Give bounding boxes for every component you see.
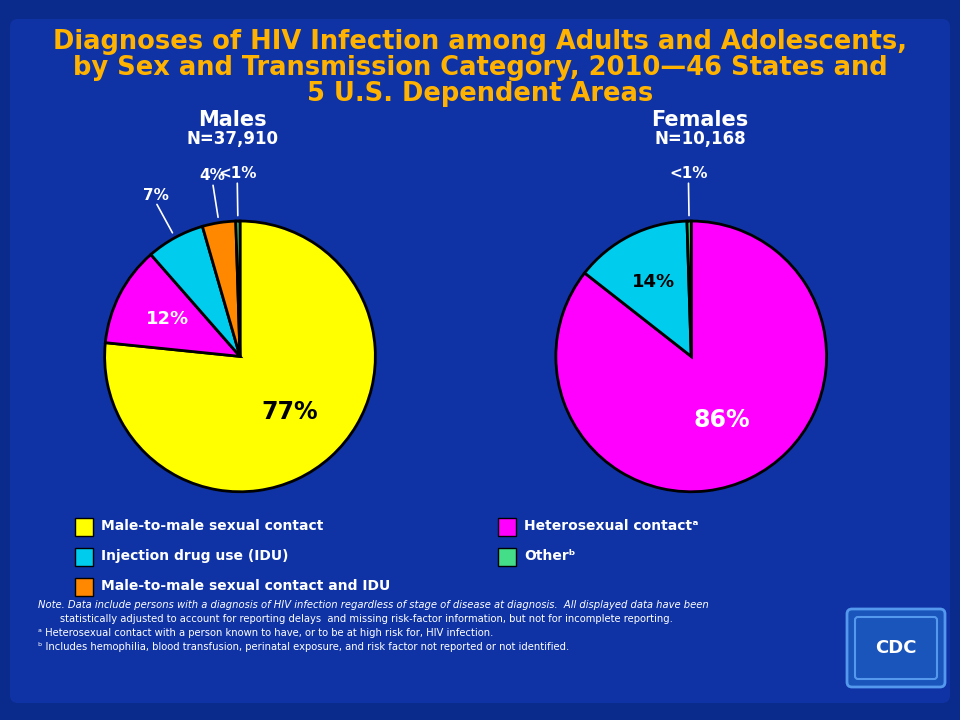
FancyBboxPatch shape bbox=[847, 609, 945, 687]
Wedge shape bbox=[556, 221, 827, 492]
FancyBboxPatch shape bbox=[10, 19, 950, 703]
Text: 5 U.S. Dependent Areas: 5 U.S. Dependent Areas bbox=[307, 81, 653, 107]
Wedge shape bbox=[203, 221, 240, 356]
Text: Females: Females bbox=[652, 110, 749, 130]
Text: 7%: 7% bbox=[143, 188, 169, 203]
Text: Male-to-male sexual contact and IDU: Male-to-male sexual contact and IDU bbox=[101, 579, 391, 593]
Text: Male-to-male sexual contact: Male-to-male sexual contact bbox=[101, 519, 324, 533]
Text: 4%: 4% bbox=[200, 168, 226, 184]
Text: 77%: 77% bbox=[261, 400, 318, 423]
Text: N=10,168: N=10,168 bbox=[654, 130, 746, 148]
FancyBboxPatch shape bbox=[75, 578, 93, 596]
Wedge shape bbox=[105, 221, 375, 492]
Wedge shape bbox=[236, 221, 240, 356]
FancyBboxPatch shape bbox=[75, 548, 93, 566]
Text: 14%: 14% bbox=[632, 273, 675, 291]
Text: Diagnoses of HIV Infection among Adults and Adolescents,: Diagnoses of HIV Infection among Adults … bbox=[53, 29, 907, 55]
Wedge shape bbox=[585, 221, 691, 356]
FancyBboxPatch shape bbox=[498, 518, 516, 536]
Text: ᵇ Includes hemophilia, blood transfusion, perinatal exposure, and risk factor no: ᵇ Includes hemophilia, blood transfusion… bbox=[38, 642, 569, 652]
Text: <1%: <1% bbox=[669, 166, 708, 181]
Text: 86%: 86% bbox=[694, 408, 751, 432]
Wedge shape bbox=[106, 255, 240, 356]
Text: N=37,910: N=37,910 bbox=[186, 130, 278, 148]
Text: Heterosexual contactᵃ: Heterosexual contactᵃ bbox=[524, 519, 699, 533]
Text: Males: Males bbox=[198, 110, 266, 130]
Text: Otherᵇ: Otherᵇ bbox=[524, 549, 575, 563]
Text: by Sex and Transmission Category, 2010—46 States and: by Sex and Transmission Category, 2010—4… bbox=[73, 55, 887, 81]
FancyBboxPatch shape bbox=[75, 518, 93, 536]
Text: ᵃ Heterosexual contact with a person known to have, or to be at high risk for, H: ᵃ Heterosexual contact with a person kno… bbox=[38, 628, 493, 638]
Wedge shape bbox=[687, 221, 691, 356]
Text: 12%: 12% bbox=[146, 310, 189, 328]
Text: CDC: CDC bbox=[876, 639, 917, 657]
Text: statistically adjusted to account for reporting delays  and missing risk-factor : statistically adjusted to account for re… bbox=[38, 614, 673, 624]
FancyBboxPatch shape bbox=[498, 548, 516, 566]
Text: <1%: <1% bbox=[218, 166, 256, 181]
Text: Note. Data include persons with a diagnosis of HIV infection regardless of stage: Note. Data include persons with a diagno… bbox=[38, 600, 708, 610]
Wedge shape bbox=[151, 226, 240, 356]
Text: Injection drug use (IDU): Injection drug use (IDU) bbox=[101, 549, 289, 563]
